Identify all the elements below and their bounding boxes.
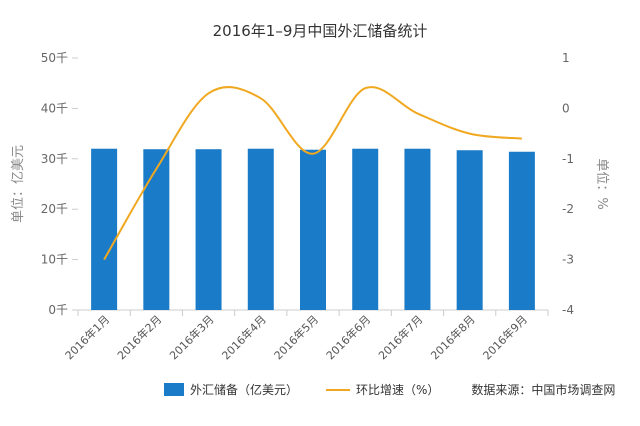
y-left-tick-label: 0千 <box>48 303 68 317</box>
growth-line <box>103 86 522 261</box>
y-left-tick-label: 10千 <box>41 253 68 267</box>
legend-label-reserves: 外汇储备（亿美元） <box>190 383 299 397</box>
bar <box>508 151 535 310</box>
legend: 外汇储备（亿美元） 环比增速（%） 数据来源：中国市场调查网 <box>164 381 615 398</box>
source-note: 数据来源：中国市场调查网 <box>471 383 616 397</box>
y-right-tick-label: 1 <box>562 51 570 65</box>
bar <box>404 148 431 310</box>
x-tick-label: 2016年7月 <box>375 312 425 362</box>
legend-item-reserves[interactable]: 外汇储备（亿美元） <box>164 381 298 398</box>
growth-point <box>102 258 106 262</box>
growth-point <box>520 137 524 141</box>
growth-point <box>415 111 419 115</box>
bar <box>247 148 274 310</box>
chart-title: 2016年1–9月中国外汇储备统计 <box>212 22 428 40</box>
bar <box>300 149 326 310</box>
x-tick-label: 2016年9月 <box>480 312 530 362</box>
x-tick-label: 2016年1月 <box>62 312 112 362</box>
growth-point <box>207 91 211 95</box>
y-left-axis-title: 单位：亿美元 <box>11 145 26 223</box>
y-left-tick-label: 50千 <box>41 51 68 65</box>
growth-point <box>311 152 315 156</box>
y-right-tick-label: 0 <box>562 101 570 115</box>
bars-layer <box>91 148 535 310</box>
x-tick-label: 2016年5月 <box>271 312 321 362</box>
x-tick-label: 2016年2月 <box>114 312 164 362</box>
y-right-axis-title: 单位：% <box>594 158 609 209</box>
y-right-tick-label: -2 <box>562 202 574 216</box>
bar <box>352 148 379 310</box>
growth-point <box>468 132 472 136</box>
legend-item-growth[interactable]: 环比增速（%） <box>326 381 439 398</box>
y-right-tick-label: -1 <box>562 152 574 166</box>
x-tick-label: 2016年6月 <box>323 312 373 362</box>
bar <box>91 148 118 310</box>
y-right-tick-label: -4 <box>562 303 574 317</box>
growth-point <box>363 86 367 90</box>
bar <box>143 149 170 310</box>
line-layer <box>102 86 524 262</box>
legend-swatch-bar <box>164 383 184 396</box>
legend-swatch-line <box>326 388 351 391</box>
y-right-tick-label: -3 <box>562 253 574 267</box>
x-tick-label: 2016年8月 <box>428 312 478 362</box>
bar <box>456 150 483 310</box>
y-left-tick-label: 20千 <box>41 202 68 216</box>
y-left-tick-label: 30千 <box>41 152 68 166</box>
x-tick-label: 2016年4月 <box>219 312 269 362</box>
growth-point <box>154 167 158 171</box>
x-tick-label: 2016年3月 <box>166 312 216 362</box>
legend-label-growth: 环比增速（%） <box>356 383 440 397</box>
y-left-tick-label: 40千 <box>41 101 68 115</box>
growth-point <box>259 96 263 100</box>
bar <box>195 149 222 310</box>
